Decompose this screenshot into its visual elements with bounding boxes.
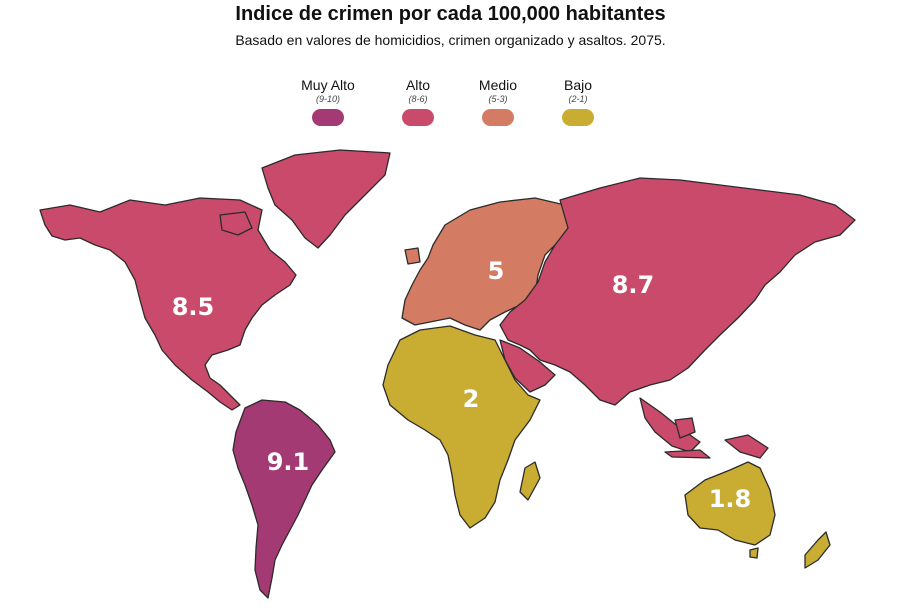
legend-label: Bajo	[563, 77, 593, 93]
region-asia[interactable]	[499, 177, 856, 459]
legend-range: (8-6)	[408, 94, 428, 104]
legend-item-alto: Alto (8-6)	[363, 76, 473, 126]
legend-swatch	[562, 109, 594, 126]
legend-swatch	[312, 109, 344, 126]
region-value-europe: 5	[488, 257, 505, 285]
region-africa[interactable]	[382, 325, 541, 529]
legend-range: (2-1)	[568, 94, 588, 104]
region-value-africa: 2	[463, 385, 480, 413]
legend-item-muy-alto: Muy Alto (9-10)	[273, 76, 383, 126]
legend-item-medio: Medio (5-3)	[443, 76, 553, 126]
region-value-south-america: 9.1	[267, 448, 310, 476]
map-subtitle: Basado en valores de homicidios, crimen …	[235, 32, 666, 48]
region-value-asia: 8.7	[612, 271, 655, 299]
region-value-north-america: 8.5	[172, 293, 215, 321]
region-south-america[interactable]	[232, 399, 336, 599]
legend-label: Muy Alto	[301, 77, 355, 93]
legend-label: Medio	[478, 77, 518, 93]
legend-item-bajo: Bajo (2-1)	[523, 76, 633, 126]
region-europe[interactable]	[401, 197, 579, 331]
legend-swatch	[402, 109, 434, 126]
legend-range: (9-10)	[315, 94, 340, 104]
region-oceania[interactable]	[684, 461, 831, 569]
legend-swatch	[482, 109, 514, 126]
legend-label: Alto	[405, 77, 431, 93]
region-value-oceania: 1.8	[709, 485, 752, 513]
region-north-america[interactable]	[39, 149, 391, 411]
map-title: Indice de crimen por cada 100,000 habita…	[235, 3, 666, 25]
legend-range: (5-3)	[488, 94, 508, 104]
